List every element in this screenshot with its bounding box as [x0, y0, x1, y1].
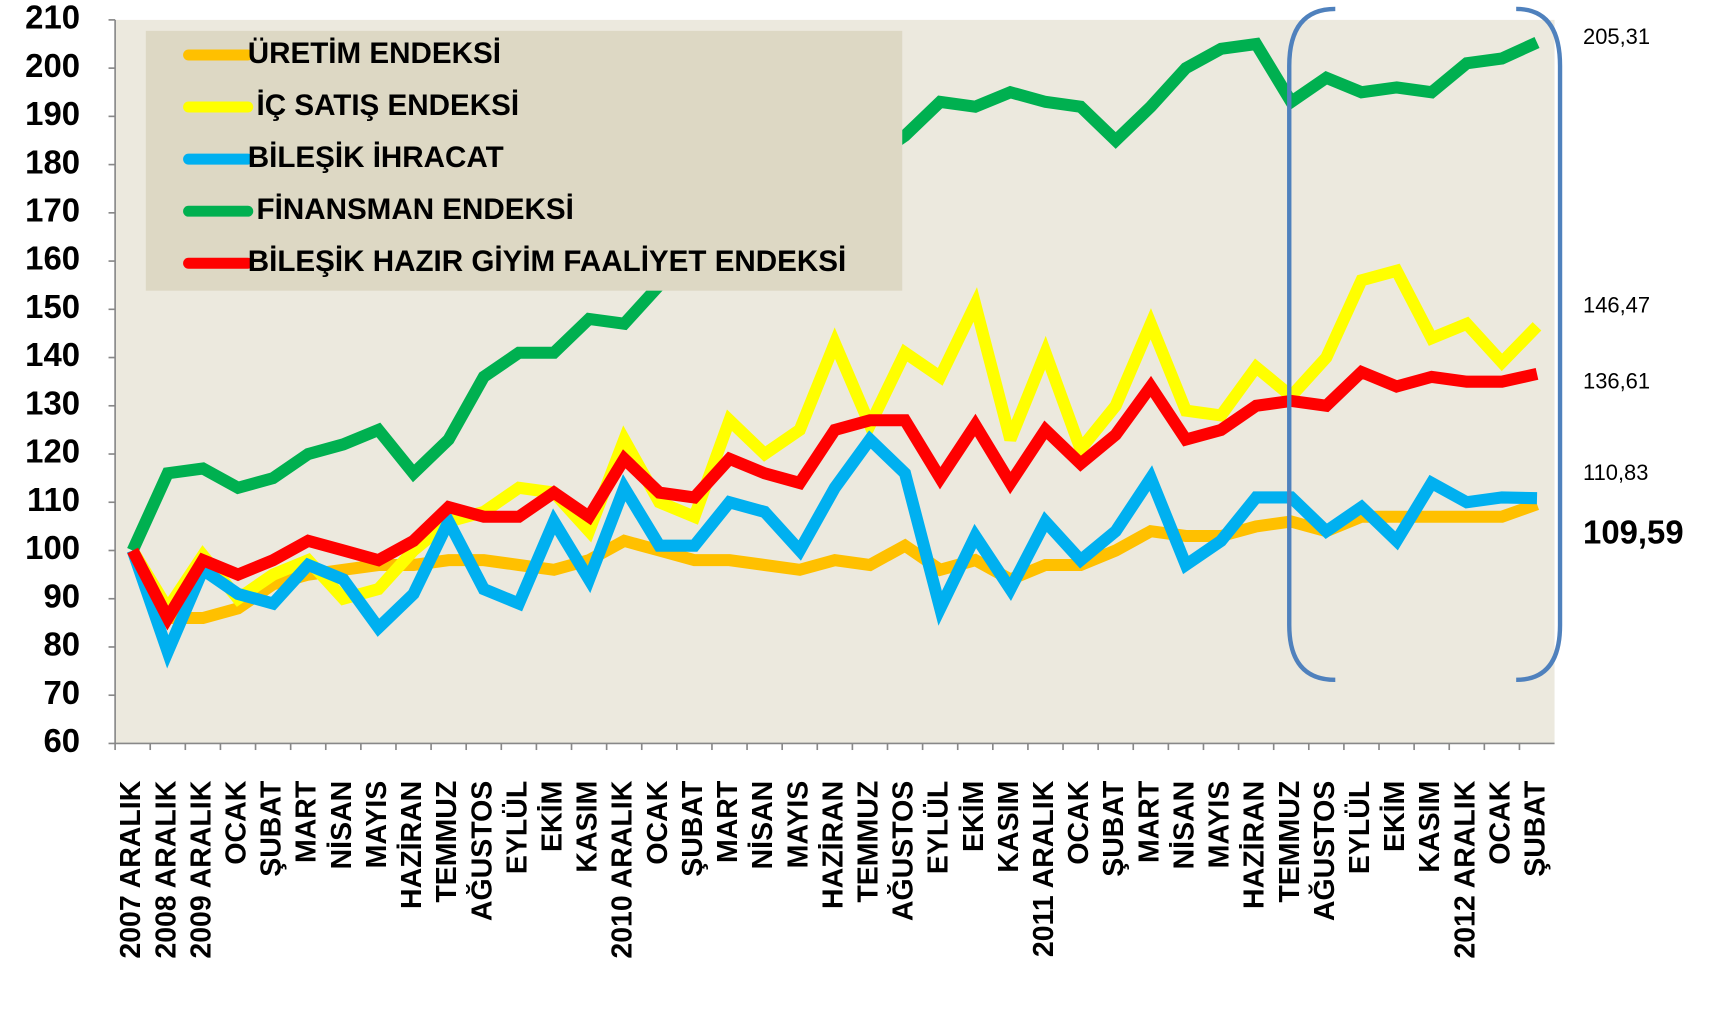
x-tick-label: MAYIS [1204, 781, 1236, 869]
y-tick-label: 80 [43, 626, 80, 663]
x-tick-label: EYLÜL [923, 781, 955, 874]
y-tick-label: 100 [25, 529, 80, 566]
legend-label: ÜRETİM ENDEKSİ [248, 37, 501, 70]
x-tick-label: KASIM [993, 781, 1025, 873]
x-tick-label: 2008 ARALIK [150, 780, 182, 958]
x-tick-label: OCAK [1484, 780, 1516, 864]
y-tick-label: 190 [25, 95, 80, 132]
x-tick-label: 2012 ARALIK [1449, 780, 1481, 958]
y-tick-label: 200 [25, 47, 80, 84]
series-line [127, 364, 1539, 631]
series-line [127, 498, 1540, 625]
x-tick-label: NİSAN [326, 781, 358, 870]
y-tick-label: 140 [25, 336, 80, 373]
x-tick-label: MART [1133, 780, 1165, 863]
x-tick-label: HAZİRAN [817, 781, 849, 909]
x-tick-label: EYLÜL [501, 781, 533, 874]
series-line [127, 263, 1542, 620]
value-label: 109,59 [1583, 514, 1684, 551]
x-tick-label: ŞUBAT [1520, 780, 1552, 877]
x-tick-label: AĞUSTOS [1309, 781, 1341, 921]
y-tick-label: 150 [25, 288, 80, 325]
x-tick-label: HAZİRAN [1239, 781, 1271, 909]
x-tick-label: ŞUBAT [1098, 780, 1130, 877]
y-tick-label: 60 [43, 722, 80, 759]
legend-box [145, 30, 903, 291]
x-tick-label: OCAK [642, 780, 674, 864]
x-tick-label: EKİM [1379, 781, 1411, 852]
x-tick-label: EYLÜL [1344, 781, 1376, 874]
y-tick-label: 170 [25, 192, 80, 229]
x-tick-label: KASIM [572, 781, 604, 873]
x-tick-label: NİSAN [1168, 781, 1200, 870]
x-tick-label: TEMMUZ [852, 781, 884, 903]
x-tick-label: MAYIS [782, 781, 814, 869]
x-tick-label: EKİM [536, 781, 568, 852]
legend-label: BİLEŞİK İHRACAT [248, 141, 504, 174]
x-tick-label: 2011 ARALIK [1028, 780, 1060, 957]
y-tick-label: 130 [25, 384, 80, 421]
x-tick-label: OCAK [1063, 780, 1095, 864]
x-tick-label: KASIM [1414, 781, 1446, 873]
x-tick-label: MART [712, 780, 744, 863]
series-line [126, 430, 1538, 669]
x-tick-label: TEMMUZ [1274, 781, 1306, 903]
x-tick-label: EKİM [958, 781, 990, 852]
legend-label: İÇ SATIŞ ENDEKSİ [257, 89, 520, 122]
x-tick-label: AĞUSTOS [466, 781, 498, 921]
x-tick-label: TEMMUZ [431, 781, 463, 903]
x-tick-label: HAZİRAN [396, 781, 428, 909]
x-tick-label: 2009 ARALIK [185, 780, 217, 958]
value-label: 136,61 [1583, 368, 1650, 393]
x-tick-label: NİSAN [747, 781, 779, 870]
x-tick-label: 2010 ARALIK [607, 780, 639, 958]
y-tick-label: 210 [25, 0, 80, 36]
y-tick-label: 180 [25, 143, 80, 180]
value-label: 110,83 [1583, 460, 1648, 485]
y-tick-label: 120 [25, 433, 80, 470]
x-tick-label: MART [291, 780, 323, 863]
end-labels: 109,59 146,47 110,83 205,31 136,61 [1583, 24, 1684, 551]
legend-label: FİNANSMAN ENDEKSİ [257, 193, 574, 226]
value-label: 205,31 [1583, 24, 1650, 49]
x-tick-label: 2007 ARALIK [115, 780, 147, 958]
y-tick-label: 70 [43, 674, 80, 711]
legend: ÜRETİM ENDEKSİ İÇ SATIŞ ENDEKSİ BİLEŞİK İH… [145, 30, 903, 291]
value-label: 146,47 [1583, 292, 1650, 317]
highlight-bracket [1287, 6, 1563, 683]
y-tick-label: 90 [43, 577, 80, 614]
x-tick-label: ŞUBAT [677, 780, 709, 877]
x-tick-label: MAYIS [361, 781, 393, 869]
legend-label: BİLEŞİK HAZIR GİYİM FAALİYET ENDEKSİ [248, 245, 847, 278]
x-tick-label: OCAK [221, 780, 253, 864]
y-tick-label: 110 [27, 481, 80, 518]
x-tick-label: AĞUSTOS [888, 781, 920, 921]
x-tick-label: ŞUBAT [256, 780, 288, 877]
y-tick-label: 160 [25, 240, 80, 277]
axes: 60 70 80 90 100 110 120 130 140 150 160 170 180 190 20… [25, 0, 1555, 959]
